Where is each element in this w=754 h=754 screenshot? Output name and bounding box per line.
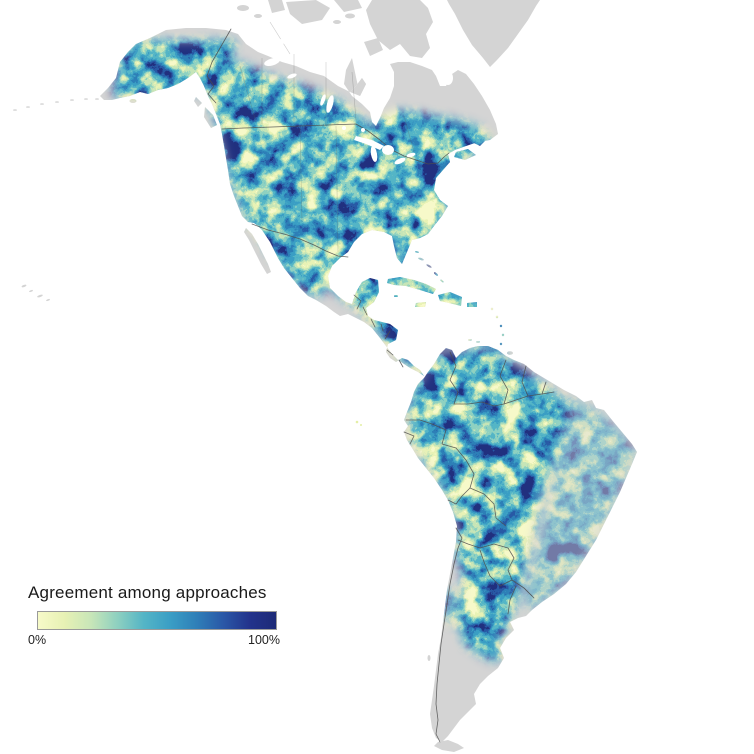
country-borders-layer [206, 28, 555, 743]
state-borders-layer [239, 21, 415, 253]
legend-min-label: 0% [28, 633, 47, 647]
legend-title: Agreement among approaches [28, 583, 267, 602]
legend: Agreement among approaches 0% 100% [28, 583, 280, 647]
galapagos-islands [355, 420, 362, 426]
legend-colorbar [37, 611, 277, 630]
legend-max-label: 100% [248, 633, 280, 647]
legend-labels: 0% 100% [28, 633, 280, 647]
lakes-layer [264, 39, 453, 165]
